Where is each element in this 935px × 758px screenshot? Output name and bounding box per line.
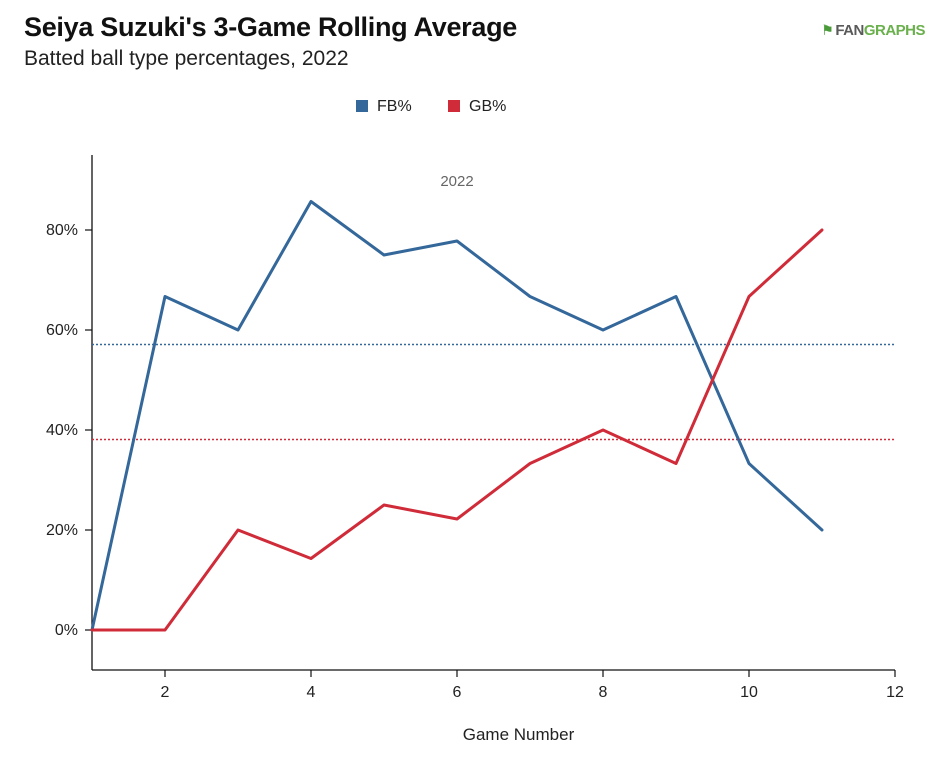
average-lines (92, 343, 895, 441)
legend-swatch (356, 100, 368, 112)
y-tick-label: 80% (46, 222, 78, 239)
legend-label: FB% (377, 98, 412, 115)
series-line-gb (90, 228, 824, 632)
y-tick-label: 40% (46, 422, 78, 439)
legend-swatch (448, 100, 460, 112)
y-tick-label: 20% (46, 522, 78, 539)
logo-text-graphs: GRAPHS (863, 22, 926, 39)
y-tick-label: 60% (46, 322, 78, 339)
legend-label: GB% (469, 98, 506, 115)
y-tick-label: 0% (55, 622, 78, 639)
x-axis-label: Game Number (463, 725, 575, 744)
x-tick-label: 2 (161, 684, 170, 701)
logo-text-fan: FAN (835, 22, 864, 39)
fangraphs-logo: ⚑ FAN GRAPHS (821, 22, 925, 39)
axes: 0% 20% 40% 60% 80% 2 4 6 8 10 12 (46, 155, 904, 701)
x-tick-label: 8 (599, 684, 608, 701)
series-line-fb (90, 200, 824, 632)
x-tick-label: 12 (886, 684, 904, 701)
fangraphs-logo-icon: ⚑ (821, 22, 834, 38)
legend: FB% GB% (356, 98, 506, 115)
chart-title: Seiya Suzuki's 3-Game Rolling Average (24, 12, 518, 42)
x-tick-label: 6 (453, 684, 462, 701)
year-annotation: 2022 (440, 173, 473, 190)
chart-subtitle: Batted ball type percentages, 2022 (24, 47, 349, 70)
series-lines (90, 200, 824, 632)
x-tick-label: 4 (307, 684, 316, 701)
x-tick-label: 10 (740, 684, 758, 701)
